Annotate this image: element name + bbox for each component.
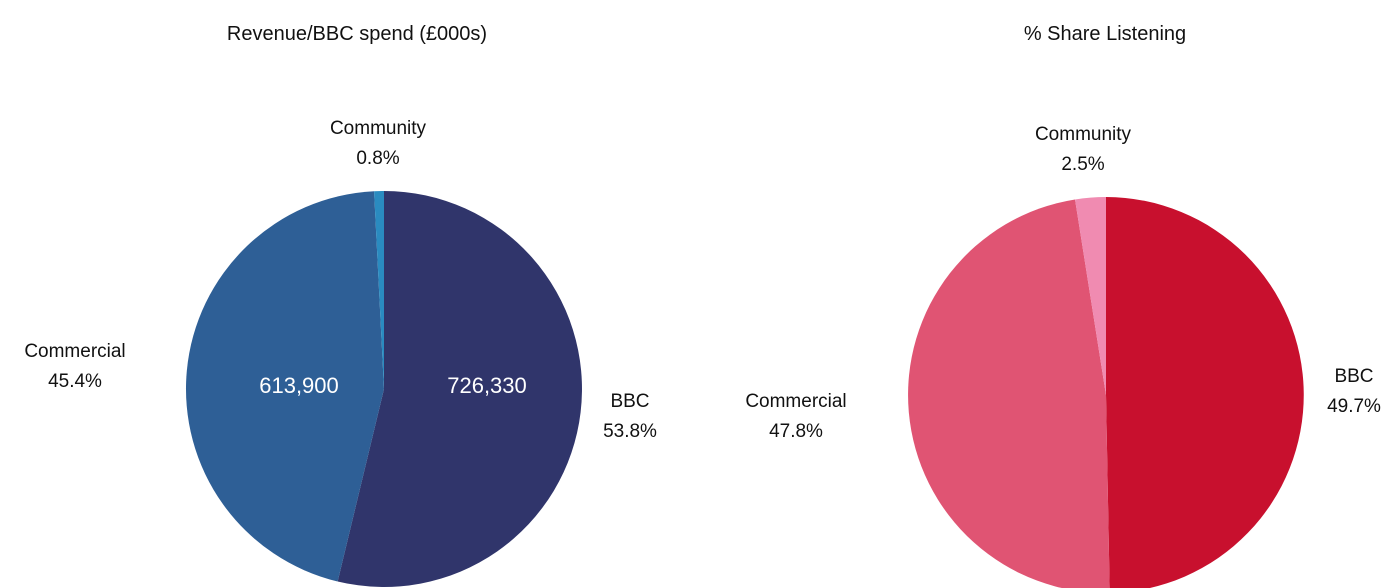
- slice-label-name-community: Community: [330, 118, 427, 139]
- pie-slice-commercial: [185, 191, 384, 582]
- slice-value-commercial: 613,900: [259, 373, 339, 398]
- chart-title-share-listening: % Share Listening: [1024, 23, 1186, 45]
- slice-label-percent-bbc: 49.7%: [1327, 396, 1381, 417]
- slice-label-name-bbc: BBC: [610, 391, 649, 412]
- slice-label-percent-bbc: 53.8%: [603, 421, 657, 442]
- slice-label-name-commercial: Commercial: [745, 391, 846, 412]
- slice-label-percent-community: 2.5%: [1061, 154, 1104, 175]
- slice-value-bbc: 726,330: [447, 373, 527, 398]
- slice-label-percent-commercial: 47.8%: [769, 421, 823, 442]
- slice-label-percent-commercial: 45.4%: [48, 371, 102, 392]
- pie-slice-bbc: [1106, 197, 1304, 588]
- pie-slices-share-listening: [908, 197, 1304, 588]
- pie-chart-share-listening: % Share Listening Community 2.5% Commerc…: [745, 23, 1381, 588]
- chart-title-revenue: Revenue/BBC spend (£000s): [227, 23, 487, 45]
- pie-slice-bbc: [337, 191, 582, 588]
- pie-chart-revenue: Revenue/BBC spend (£000s) Community 0.8%…: [24, 23, 657, 588]
- slice-label-name-community: Community: [1035, 124, 1132, 145]
- pie-slice-community: [1075, 197, 1106, 395]
- slice-label-name-commercial: Commercial: [24, 341, 125, 362]
- slice-label-name-bbc: BBC: [1334, 366, 1373, 387]
- slice-label-percent-community: 0.8%: [356, 148, 399, 169]
- pie-slice-commercial: [908, 199, 1110, 588]
- pie-slices-revenue: [185, 191, 582, 588]
- pie-slice-community: [374, 191, 384, 389]
